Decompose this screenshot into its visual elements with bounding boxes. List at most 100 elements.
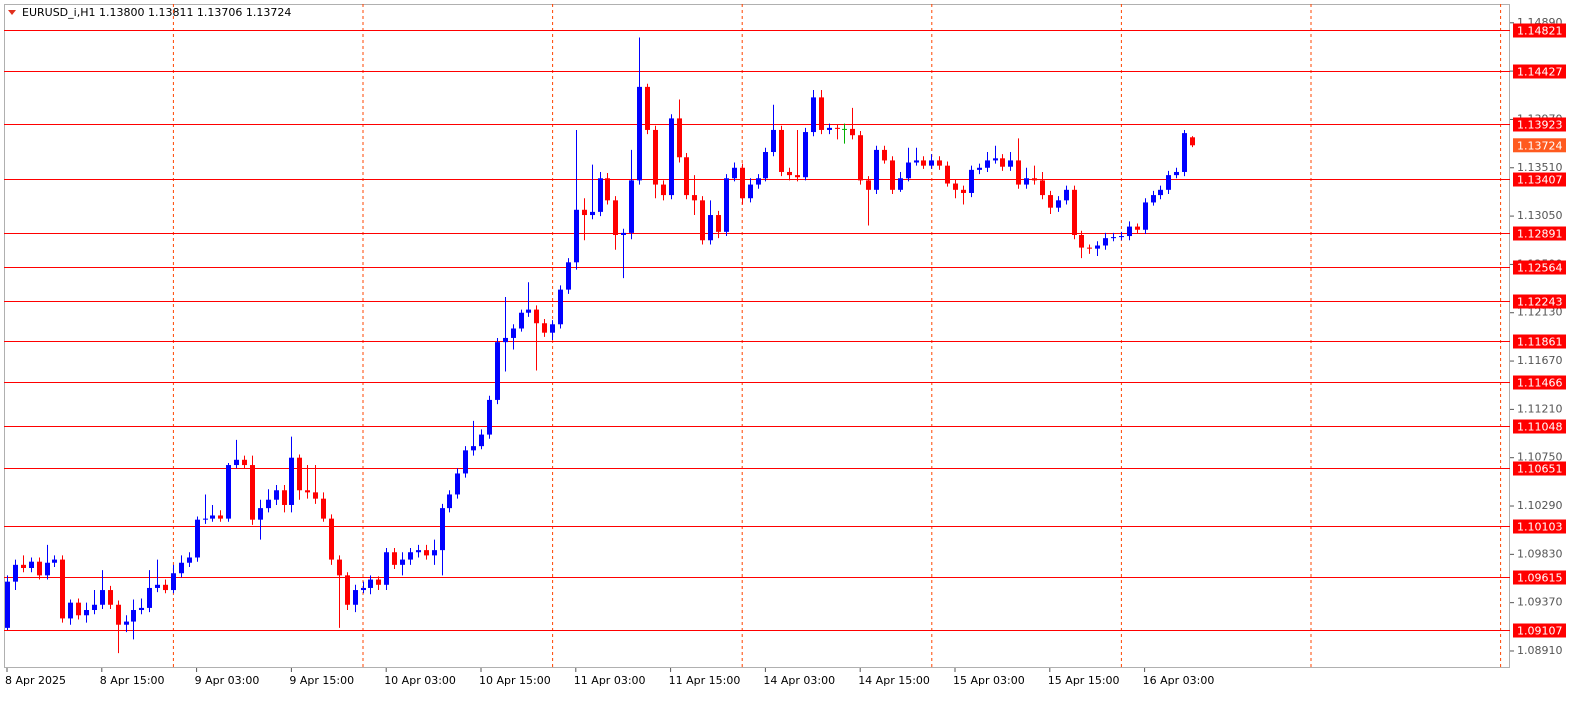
candle-body — [740, 167, 745, 199]
candle-body — [692, 195, 697, 201]
x-tick-label: 16 Apr 03:00 — [1143, 674, 1215, 687]
level-label: 1.13407 — [1517, 174, 1563, 187]
candle-body — [274, 490, 279, 500]
candle-body — [677, 118, 682, 158]
x-tick-label: 15 Apr 15:00 — [1048, 674, 1120, 687]
candle-body — [850, 128, 855, 136]
candle-body — [613, 200, 618, 235]
candle-body — [124, 621, 129, 625]
candle-body — [313, 492, 318, 499]
candle-body — [1190, 137, 1195, 146]
candle-body — [21, 564, 26, 568]
candle-body — [440, 508, 445, 551]
level-label: 1.11048 — [1517, 421, 1563, 434]
candle-body — [890, 160, 895, 190]
candle-body — [1016, 160, 1021, 185]
candle-body — [5, 581, 10, 628]
x-tick-label: 8 Apr 15:00 — [100, 674, 165, 687]
candle-body — [1111, 237, 1116, 239]
level-label: 1.12243 — [1517, 296, 1563, 309]
candle-body — [163, 584, 168, 591]
level-label-bg — [1513, 623, 1566, 638]
candle-body — [811, 97, 816, 133]
x-tick-label: 15 Apr 03:00 — [953, 674, 1025, 687]
candle-body — [179, 562, 184, 574]
candle-body — [376, 579, 381, 585]
candle-body — [392, 552, 397, 565]
candle-body — [1095, 245, 1100, 249]
candle-body — [353, 590, 358, 605]
candle-body — [771, 129, 776, 153]
y-tick-label: 1.10750 — [1517, 451, 1563, 464]
candle-body — [993, 158, 998, 161]
x-tick-label: 8 Apr 2025 — [5, 674, 66, 687]
candle-body — [195, 519, 200, 558]
candle-body — [84, 610, 89, 616]
candle-body — [787, 171, 792, 176]
level-label: 1.10103 — [1517, 521, 1563, 534]
level-label: 1.11466 — [1517, 377, 1563, 390]
level-label: 1.09107 — [1517, 625, 1563, 638]
level-label-bg — [1513, 172, 1566, 187]
candle-body — [842, 128, 847, 130]
candle-body — [131, 610, 136, 622]
x-tick-label: 9 Apr 03:00 — [195, 674, 260, 687]
candle-body — [519, 312, 524, 329]
candle-body — [803, 132, 808, 178]
candle-body — [858, 135, 863, 181]
candle-body — [52, 559, 57, 563]
level-label: 1.12564 — [1517, 262, 1563, 275]
candle-body — [1008, 160, 1013, 167]
x-tick-label: 11 Apr 03:00 — [574, 674, 646, 687]
y-tick-label: 1.08910 — [1517, 644, 1563, 657]
candle-body — [171, 573, 176, 591]
level-label: 1.11861 — [1517, 336, 1563, 349]
level-label-bg — [1513, 419, 1566, 434]
last-price-bg — [1513, 138, 1566, 153]
candle-body — [258, 508, 263, 520]
candle-body — [60, 559, 65, 619]
candle-body — [266, 499, 271, 509]
x-tick-label: 9 Apr 15:00 — [289, 674, 354, 687]
candle-body — [218, 515, 223, 519]
candle-body — [708, 215, 713, 241]
candle-body — [937, 160, 942, 166]
y-tick-label: 1.13510 — [1517, 161, 1563, 174]
candle-body — [321, 498, 326, 519]
candle-body — [961, 189, 966, 193]
level-label-bg — [1513, 375, 1566, 390]
candle-body — [748, 184, 753, 199]
candle-body — [1166, 175, 1171, 190]
level-label: 1.10651 — [1517, 463, 1563, 476]
candle-body — [29, 561, 34, 568]
menu-arrow[interactable] — [8, 10, 16, 15]
candle-body — [37, 561, 42, 576]
level-label-bg — [1513, 260, 1566, 275]
candle-body — [495, 342, 500, 400]
candle-body — [471, 446, 476, 451]
candle-body — [416, 550, 421, 553]
candle-body — [1103, 238, 1108, 246]
candle-body — [384, 552, 389, 585]
candle-body — [297, 457, 302, 491]
candle-body — [400, 559, 405, 565]
candle-body — [1119, 236, 1124, 238]
candle-body — [1056, 200, 1061, 208]
candle-body — [1143, 202, 1148, 230]
candle-body — [605, 178, 610, 201]
candle-body — [542, 323, 547, 333]
candle-body — [898, 178, 903, 190]
candle-body — [779, 129, 784, 172]
level-label: 1.14427 — [1517, 66, 1563, 79]
candle-body — [526, 309, 531, 313]
candle-body — [511, 328, 516, 338]
candle-body — [1087, 247, 1092, 249]
candle-body — [45, 562, 50, 576]
candle-body — [977, 167, 982, 170]
candle-body — [455, 473, 460, 495]
candle-body — [550, 324, 555, 333]
candle-body — [337, 559, 342, 576]
candle-body — [985, 160, 990, 168]
